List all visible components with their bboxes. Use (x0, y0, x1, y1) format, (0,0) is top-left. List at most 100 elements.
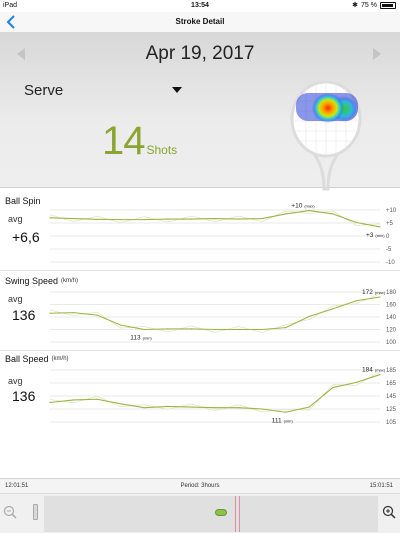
next-date-button[interactable] (370, 47, 384, 61)
data-point (285, 327, 287, 329)
max-label: 184 (max) (362, 367, 386, 374)
zoom-out-icon (3, 505, 17, 519)
y-tick-label: 105 (386, 420, 397, 426)
data-point (261, 408, 263, 410)
y-tick-label: -10 (386, 260, 395, 266)
chart-title: Swing Speed (km/h) (5, 276, 79, 286)
data-point (167, 328, 169, 330)
chart-title: Ball Spin (5, 196, 41, 206)
data-point (49, 217, 51, 219)
y-tick-label: 120 (386, 328, 397, 334)
y-tick-label: 0 (386, 234, 390, 240)
battery-icon (380, 1, 396, 9)
ball-spin-chart: Ball Spin avg +6,6 +10 +5 0 -5 -10 +10 (max) +3… (0, 196, 400, 268)
battery-percent: 75 % (361, 1, 377, 9)
data-point (214, 407, 216, 409)
data-point (96, 398, 98, 400)
data-point (72, 399, 75, 401)
next-arrow-icon (373, 48, 381, 60)
timeline-bar: 12:01:51 Period: 3hours 15:01:51 (0, 478, 400, 493)
ball-speed-chart: Ball Speed (km/h) avg 136 185 165 145 125 105… (0, 354, 400, 430)
data-point (49, 401, 51, 404)
data-point (143, 328, 145, 331)
y-tick-label: 100 (386, 340, 397, 346)
y-tick-label: +10 (386, 208, 397, 214)
timeline-track[interactable] (44, 496, 378, 532)
data-point (355, 381, 358, 383)
racket-heatmap (290, 81, 362, 191)
timeline-end: 15:01:51 (369, 483, 393, 489)
status-bar: iPad 13:54 ✱ 75 % (0, 0, 400, 12)
data-point (379, 226, 381, 228)
min-label: 113 (min) (130, 335, 152, 342)
swing-speed-chart: Swing Speed (km/h) avg 136 180 160 140 120 10… (0, 276, 400, 350)
data-point (120, 219, 122, 221)
data-point (285, 213, 287, 215)
data-point (96, 314, 98, 316)
nav-bar: Stroke Detail (0, 12, 400, 33)
timeline-scrubber (0, 493, 400, 533)
avg-value: 136 (12, 388, 36, 404)
shots-counter: 14 Shots (102, 119, 177, 164)
zoom-in-button[interactable] (382, 505, 396, 519)
shots-count: 14 (102, 119, 145, 163)
y-tick-label: 160 (386, 303, 397, 309)
data-point (120, 324, 122, 326)
avg-label: avg (8, 214, 23, 224)
back-button[interactable] (4, 14, 20, 30)
previous-arrow-icon (17, 48, 25, 60)
data-point (355, 300, 358, 302)
session-header: Apr 19, 2017 Serve 14 Shots (0, 33, 400, 191)
position-marker (235, 496, 236, 532)
raw-series-line (49, 371, 381, 413)
data-point (72, 217, 75, 220)
data-point (190, 218, 193, 220)
avg-label: avg (8, 294, 23, 304)
data-point (332, 213, 334, 215)
dropdown-caret-icon (172, 87, 182, 93)
stroke-type-dropdown[interactable]: Serve (24, 81, 184, 101)
ball-spin-plot: +10 +5 0 -5 -10 +10 (max) +3 (min) (49, 203, 397, 266)
zoom-out-button[interactable] (3, 505, 17, 519)
previous-date-button[interactable] (14, 47, 28, 61)
data-point (120, 403, 122, 405)
data-point (190, 406, 193, 408)
data-point (285, 411, 287, 413)
data-point (237, 218, 240, 220)
series-line (49, 374, 381, 413)
y-tick-label: 125 (386, 407, 397, 413)
avg-value: 136 (12, 307, 36, 323)
y-tick-label: 180 (386, 290, 397, 296)
shots-unit: Shots (146, 143, 178, 157)
data-point (261, 328, 263, 331)
data-point (379, 296, 381, 298)
data-point (214, 328, 216, 331)
swing-speed-plot: 180 160 140 120 100 172 (max) 113 (min) (49, 289, 397, 346)
y-tick-label: 185 (386, 368, 397, 374)
data-point (167, 405, 169, 407)
data-point (332, 308, 334, 310)
data-point (332, 386, 334, 389)
stroke-type-value: Serve (24, 82, 64, 99)
timeline-period: Period: 3hours (180, 483, 220, 489)
range-start-handle[interactable] (33, 504, 38, 520)
status-right: ✱ 75 % (352, 1, 396, 9)
data-point (96, 218, 98, 220)
data-point (355, 221, 358, 224)
clock: 13:54 (191, 2, 209, 9)
y-tick-label: 140 (386, 315, 397, 321)
timeline-start: 12:01:51 (5, 483, 29, 489)
data-point (190, 328, 193, 330)
avg-label: avg (8, 376, 23, 386)
timeline-knob[interactable] (215, 509, 228, 516)
data-point (237, 328, 240, 331)
zoom-in-icon (382, 505, 396, 519)
data-point (308, 406, 310, 408)
data-point (308, 209, 310, 212)
y-tick-label: 145 (386, 394, 397, 400)
ball-speed-plot: 185 165 145 125 105 184 (max) 111 (min) (49, 367, 397, 426)
chart-title: Ball Speed (km/h) (5, 354, 69, 364)
y-tick-label: +5 (386, 221, 394, 227)
pull-up-handle[interactable] (195, 471, 205, 483)
data-point (143, 219, 145, 221)
